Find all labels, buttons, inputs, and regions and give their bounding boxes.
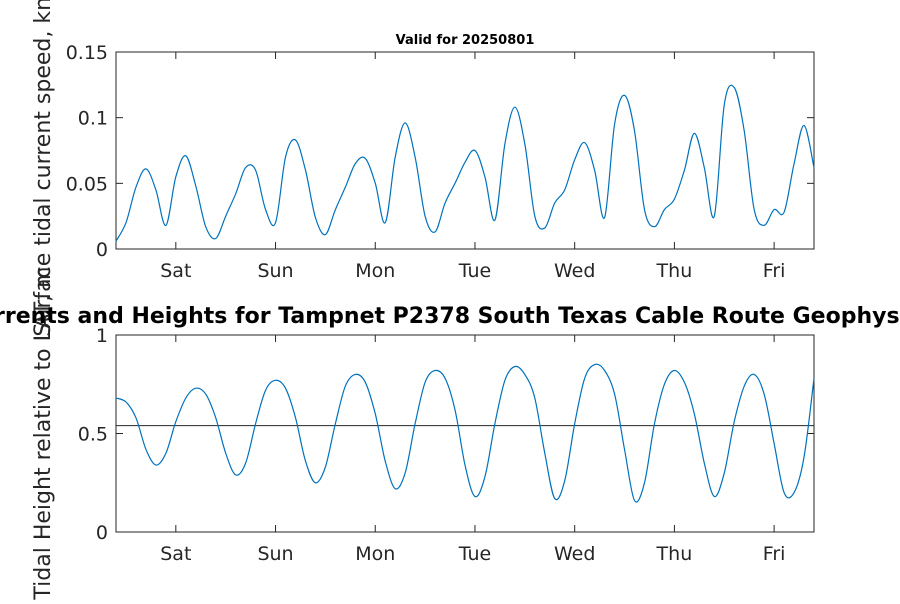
current-speed-title: Valid for 20250801 [396, 33, 535, 48]
current-speed-axes-box [115, 51, 815, 250]
tidal-height-series-line [115, 363, 815, 503]
current-speed-y-tick-label: 0.1 [78, 108, 108, 130]
current-speed-y-tick-label: 0 [96, 239, 108, 261]
current-speed-y-ticks: 0 0.05 0.1 0.15 [66, 42, 814, 261]
tidal-height-panel: 00.51 Sat Sun Mon Tue Wed Thu Fri Tidal Height… [31, 266, 815, 601]
current-speed-panel: Valid for 20250801 0 0.05 0.1 0.15 Sat Sun Mo… [31, 0, 815, 337]
main-figure-title: Tidal Currents and Heights for Tampnet P… [0, 304, 900, 329]
tidal-height-y-tick-label: 1 [96, 325, 108, 347]
current-speed-x-ticks: Sat Sun Mon Tue Wed Thu Fri [160, 52, 785, 282]
current-speed-y-axis-label: Surface tidal current speed, knots [31, 0, 56, 337]
current-speed-x-tick-label: Thu [656, 260, 693, 282]
tidal-height-y-tick-label: 0 [96, 522, 108, 544]
tidal-height-x-tick-label: Fri [763, 543, 786, 565]
current-speed-x-tick-label: Wed [554, 260, 595, 282]
tidal-height-y-tick-label: 0.5 [78, 424, 108, 446]
tidal-height-y-axis-label: Tidal Height relative to LAT, m [31, 266, 56, 600]
tidal-height-x-tick-label: Sun [257, 543, 293, 565]
current-speed-series-line [115, 84, 815, 242]
current-speed-x-tick-label: Tue [458, 260, 491, 282]
current-speed-x-tick-label: Sun [257, 260, 293, 282]
current-speed-y-tick-label: 0.15 [66, 42, 108, 64]
current-speed-y-tick-label: 0.05 [66, 173, 108, 195]
tidal-height-x-tick-label: Thu [656, 543, 693, 565]
tidal-height-x-tick-label: Mon [355, 543, 395, 565]
tidal-height-x-ticks: Sat Sun Mon Tue Wed Thu Fri [160, 335, 785, 565]
current-speed-x-tick-label: Fri [763, 260, 786, 282]
tidal-height-x-tick-label: Sat [160, 543, 191, 565]
tidal-height-x-tick-label: Tue [458, 543, 491, 565]
tidal-height-axes-box [115, 334, 815, 533]
tidal-height-y-ticks: 00.51 [78, 325, 814, 544]
current-speed-x-tick-label: Mon [355, 260, 395, 282]
tidal-height-x-tick-label: Wed [554, 543, 595, 565]
current-speed-x-tick-label: Sat [160, 260, 191, 282]
